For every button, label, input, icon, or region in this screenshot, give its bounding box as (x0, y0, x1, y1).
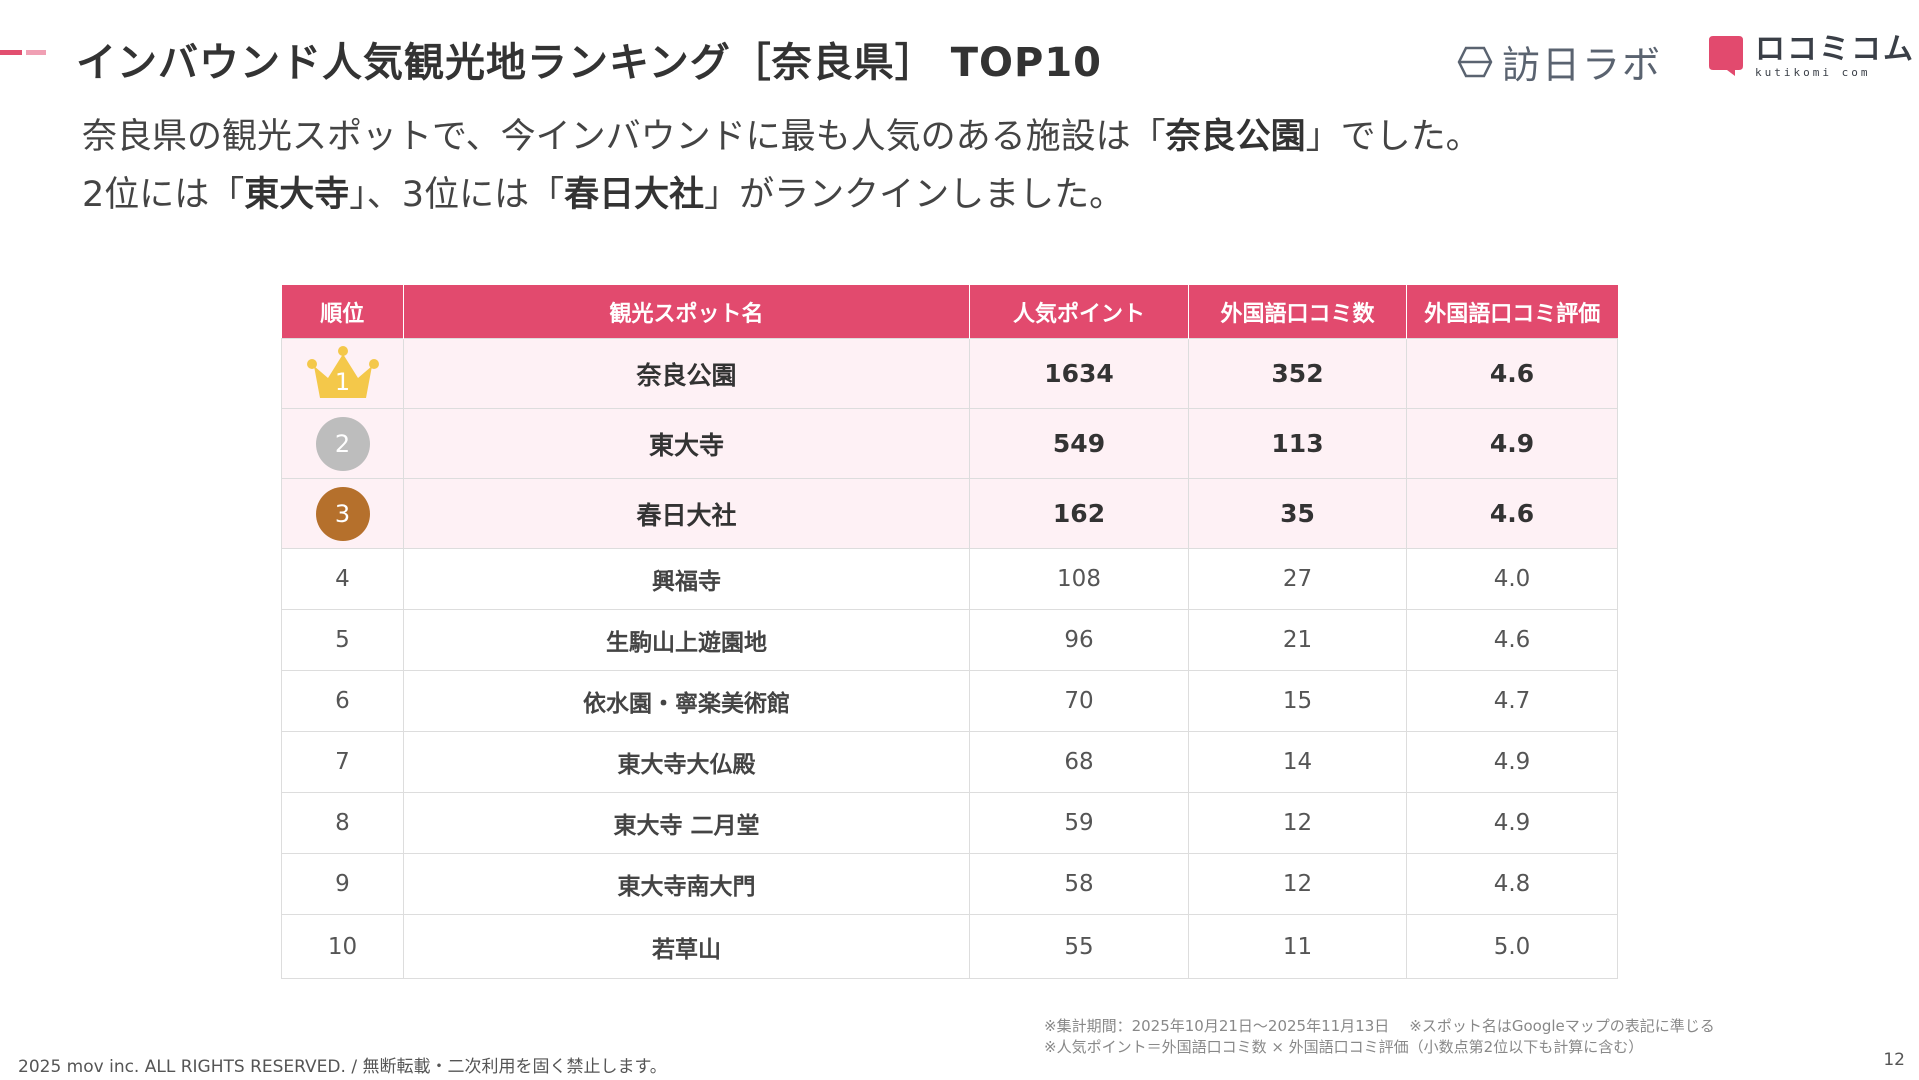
footnote-line-2: ※人気ポイント＝外国語口コミ数 × 外国語口コミ評価（小数点第2位以下も計算に含… (1044, 1038, 1644, 1056)
spot-name: 東大寺 (403, 408, 970, 479)
intro-text-part: 奈良県の観光スポットで、今インバウンドに最も人気のある施設は「 (82, 117, 1166, 157)
footnotes: ※集計期間：2025年10月21日〜2025年11月13日 ※スポット名はGoog… (1044, 1016, 1715, 1058)
header-spot-name: 観光スポット名 (403, 285, 970, 339)
spot-name: 東大寺南大門 (403, 853, 970, 915)
popularity-points: 55 (969, 914, 1189, 979)
gold-crown-icon: 1 (304, 344, 382, 404)
rank-cell: 9 (281, 853, 404, 915)
popularity-points: 96 (969, 609, 1189, 671)
table-row: 1 奈良公園 1634 352 4.6 (281, 338, 1618, 409)
review-count: 12 (1188, 853, 1407, 915)
ranking-table: 順位 観光スポット名 人気ポイント 外国語口コミ数 外国語口コミ評価 1 奈 (281, 285, 1618, 979)
bronze-medal-icon: 3 (315, 486, 370, 541)
review-rating: 4.0 (1406, 548, 1618, 610)
intro-line-2: 2位には「東大寺」、3位には「春日大社」がランクインしました。 (82, 166, 1481, 224)
spot-name: 奈良公園 (403, 338, 970, 409)
kutikomi-com-logo-subtext: kutikomi com (1755, 66, 1871, 79)
review-rating: 4.7 (1406, 670, 1618, 732)
review-rating: 4.8 (1406, 853, 1618, 915)
rank-cell: 2 (281, 408, 404, 479)
table-row: 2 東大寺 549 113 4.9 (281, 408, 1618, 479)
table-row: 5 生駒山上遊園地 96 21 4.6 (281, 609, 1618, 671)
popularity-points: 59 (969, 792, 1189, 854)
rank-cell: 5 (281, 609, 404, 671)
page-title: インバウンド人気観光地ランキング［奈良県］ TOP10 (76, 40, 1102, 86)
spot-name: 春日大社 (403, 478, 970, 549)
rank-cell: 1 (281, 338, 404, 409)
title-accent-bar (0, 50, 22, 55)
spot-name: 東大寺大仏殿 (403, 731, 970, 793)
intro-text-part: 2位には「 (82, 175, 245, 215)
intro-text-part: 」がランクインしました。 (704, 175, 1125, 215)
table-row: 3 春日大社 162 35 4.6 (281, 478, 1618, 549)
review-count: 14 (1188, 731, 1407, 793)
table-row: 4 興福寺 108 27 4.0 (281, 548, 1618, 610)
review-count: 11 (1188, 914, 1407, 979)
rank-cell: 4 (281, 548, 404, 610)
review-count: 15 (1188, 670, 1407, 732)
rank-cell: 6 (281, 670, 404, 732)
spot-name: 東大寺 二月堂 (403, 792, 970, 854)
review-count: 27 (1188, 548, 1407, 610)
kutikomi-com-logo-text: ロコミコム (1755, 32, 1915, 67)
popularity-points: 162 (969, 478, 1189, 549)
kutikomi-com-logo: ロコミコム kutikomi com (1707, 34, 1915, 79)
spot-name: 生駒山上遊園地 (403, 609, 970, 671)
review-count: 12 (1188, 792, 1407, 854)
review-rating: 4.6 (1406, 478, 1618, 549)
spot-name: 若草山 (403, 914, 970, 979)
intro-text: 奈良県の観光スポットで、今インバウンドに最も人気のある施設は「奈良公園」でした。… (82, 108, 1481, 224)
popularity-points: 108 (969, 548, 1189, 610)
intro-text-part: 」、3位には「 (349, 175, 565, 215)
table-row: 7 東大寺大仏殿 68 14 4.9 (281, 731, 1618, 793)
silver-medal-icon: 2 (315, 416, 370, 471)
intro-line-1: 奈良県の観光スポットで、今インバウンドに最も人気のある施設は「奈良公園」でした。 (82, 108, 1481, 166)
header-review-count: 外国語口コミ数 (1188, 285, 1407, 339)
copyright: 2025 mov inc. ALL RIGHTS RESERVED. / 無断転… (18, 1057, 667, 1077)
footnote-spot-name: ※スポット名はGoogleマップの表記に準じる (1409, 1017, 1715, 1035)
review-count: 352 (1188, 338, 1407, 409)
rank-cell: 3 (281, 478, 404, 549)
header-rank: 順位 (281, 285, 404, 339)
footnote-period: ※集計期間：2025年10月21日〜2025年11月13日 (1044, 1017, 1390, 1035)
speech-bubble-icon (1709, 36, 1743, 76)
review-rating: 4.6 (1406, 609, 1618, 671)
houni-lab-logo-icon (1457, 46, 1493, 77)
intro-highlight-rank2: 東大寺 (244, 175, 350, 215)
intro-text-part: 」でした。 (1305, 117, 1481, 157)
table-header-row: 順位 観光スポット名 人気ポイント 外国語口コミ数 外国語口コミ評価 (281, 285, 1618, 339)
table-row: 10 若草山 55 11 5.0 (281, 914, 1618, 979)
table-row: 6 依水園・寧楽美術館 70 15 4.7 (281, 670, 1618, 732)
intro-highlight-rank3: 春日大社 (564, 175, 705, 215)
review-count: 21 (1188, 609, 1407, 671)
popularity-points: 68 (969, 731, 1189, 793)
intro-highlight-rank1: 奈良公園 (1165, 117, 1306, 157)
review-rating: 4.6 (1406, 338, 1618, 409)
table-row: 8 東大寺 二月堂 59 12 4.9 (281, 792, 1618, 854)
review-count: 35 (1188, 478, 1407, 549)
table-row: 9 東大寺南大門 58 12 4.8 (281, 853, 1618, 915)
footnote-line-1: ※集計期間：2025年10月21日〜2025年11月13日 ※スポット名はGoog… (1044, 1016, 1715, 1037)
houni-lab-logo-text: 訪日ラボ (1502, 43, 1663, 87)
popularity-points: 549 (969, 408, 1189, 479)
review-rating: 4.9 (1406, 792, 1618, 854)
review-rating: 4.9 (1406, 731, 1618, 793)
rank-cell: 10 (281, 914, 404, 979)
popularity-points: 1634 (969, 338, 1189, 409)
review-count: 113 (1188, 408, 1407, 479)
popularity-points: 58 (969, 853, 1189, 915)
spot-name: 依水園・寧楽美術館 (403, 670, 970, 732)
popularity-points: 70 (969, 670, 1189, 732)
review-rating: 4.9 (1406, 408, 1618, 479)
spot-name: 興福寺 (403, 548, 970, 610)
page-number: 12 (1883, 1050, 1905, 1070)
header-popularity-points: 人気ポイント (969, 285, 1189, 339)
rank-number: 1 (334, 367, 351, 396)
rank-cell: 8 (281, 792, 404, 854)
houni-lab-logo: 訪日ラボ (1456, 34, 1662, 89)
rank-cell: 7 (281, 731, 404, 793)
header-review-rating: 外国語口コミ評価 (1406, 285, 1618, 339)
title-accent-bar-light (26, 50, 46, 55)
review-rating: 5.0 (1406, 914, 1618, 979)
